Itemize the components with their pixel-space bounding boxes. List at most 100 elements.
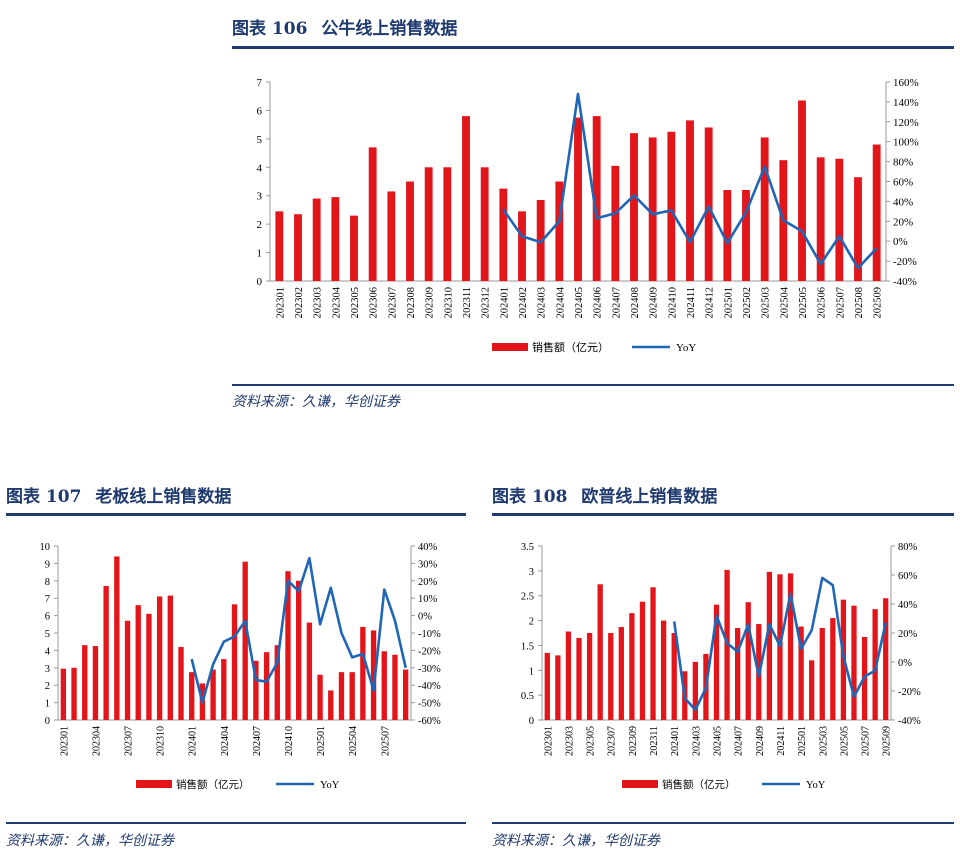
source-rule [232,384,954,386]
legend-bar-swatch [622,780,658,788]
right-tick-label: 120% [893,117,919,129]
bar-202502 [742,190,750,281]
legend: 销售额（亿元） YoY [492,340,696,354]
right-tick-label: -40% [893,276,917,288]
x-tick-label: 202407 [734,726,745,756]
x-tick-label: 202306 [369,287,380,319]
title-rule [492,513,954,516]
x-tick-label: 202408 [630,287,641,319]
bar-202309 [146,613,152,720]
left-tick-label: 3.5 [521,542,534,553]
right-tick-label: -60% [418,716,441,727]
chart-106: 0 1 2 3 4 5 6 7 -40% -20% 0% 20% 40% 60% 80% 100% 120% 14… [257,77,919,354]
source-note: 资料来源：久谦，华创证券 [232,394,400,410]
bar-202503 [760,137,769,281]
x-tick-label: 202311 [462,287,473,318]
x-tick-label: 202410 [284,726,295,756]
bar-202509 [402,669,409,720]
right-tick-label: 80% [893,157,913,169]
bar-202312 [178,646,184,720]
right-tick-label: 30% [418,559,438,570]
bar-202306 [114,556,120,720]
x-tick-label: 202310 [443,287,454,319]
title-rule [6,513,466,516]
bar-202503 [819,628,825,720]
x-tick-label: 202503 [761,287,772,319]
figure-107: 图表 107 老板线上销售数据 0 1 2 3 4 5 6 7 8 9 10 -60% -50% -40% -… [6,482,466,862]
right-tick-label: 100% [893,137,919,149]
bar-202305 [586,633,593,720]
bar-202311 [167,595,173,720]
x-tick-label: 202501 [723,287,734,319]
left-tick-label: 4 [45,646,51,657]
bar-202401 [671,633,677,720]
bar-202505 [798,100,806,281]
bar-202502 [809,660,815,720]
bar-202501 [723,190,732,281]
bar-202501 [317,674,323,720]
x-tick-label: 202509 [882,726,893,756]
figure-title: 图表 106 公牛线上销售数据 [232,19,458,39]
bar-202405 [231,604,238,720]
right-tick-label: 0% [893,236,908,248]
right-tick-label: 20% [893,216,913,228]
x-tick-label: 202407 [252,726,263,756]
bar-202305 [103,586,109,720]
bar-202409 [274,645,280,720]
bar-202312 [480,167,489,281]
x-tick-label: 202301 [275,287,286,319]
bar-202404 [555,181,564,281]
x-tick-label: 202305 [350,287,361,319]
left-tick-label: 1 [529,666,534,677]
bar-202506 [816,157,825,281]
legend-bar-swatch [492,343,528,351]
bar-202306 [368,147,377,281]
x-tick-label: 202505 [839,726,850,756]
x-tick-label: 202507 [861,726,872,756]
bar-202306 [597,584,603,720]
bar-202401 [499,188,508,281]
left-tick-label: 2.5 [521,592,534,603]
right-tick-label: -40% [418,681,441,692]
bar-202405 [713,604,720,720]
x-tick-label: 202508 [854,287,865,319]
x-tick-label: 202301 [59,726,70,756]
x-tick-label: 202501 [797,726,808,756]
x-tick-label: 202507 [380,726,391,756]
left-tick-label: 7 [45,594,50,605]
bar-202310 [639,601,646,720]
bar-202301 [60,668,67,720]
left-tick-label: 0 [257,276,263,288]
right-tick-label: -10% [418,629,441,640]
bar-202308 [618,627,624,720]
bar-202412 [787,573,794,720]
bar-202507 [835,158,844,281]
right-tick-label: 40% [418,542,438,553]
bar-202410 [667,131,676,281]
x-tick-label: 202404 [220,726,231,756]
x-tick-label: 202412 [705,287,716,319]
figure-108: 图表 108 欧普线上销售数据 0 0.5 1 1.5 2 2.5 3 3.5 -40% -20% 0… [492,482,954,862]
right-tick-label: 20% [898,629,918,640]
x-tick-label: 202301 [543,726,554,756]
bar-202409 [648,137,657,281]
yoy-line [502,92,878,270]
right-tick-label: 10% [418,594,438,605]
bar-202509 [883,598,889,720]
left-tick-label: 3 [529,567,534,578]
bar-202504 [830,618,836,720]
x-tick-label: 202405 [574,287,585,319]
left-tick-label: 5 [257,134,263,146]
left-tick-label: 8 [45,577,50,588]
bar-202407 [735,628,741,720]
bar-202304 [92,646,99,720]
bar-202407 [253,660,259,720]
left-tick-label: 10 [40,542,51,553]
figure-106: 图表 106 公牛线上销售数据 0 1 2 3 4 5 6 7 -40% -20% 0% 20% 40% 6… [232,14,954,414]
bar-202506 [370,630,377,720]
left-tick-label: 7 [257,77,263,89]
bar-202302 [71,667,77,720]
bar-202410 [766,571,773,720]
x-tick-label: 202304 [331,286,342,318]
left-tick-label: 0 [45,716,50,727]
